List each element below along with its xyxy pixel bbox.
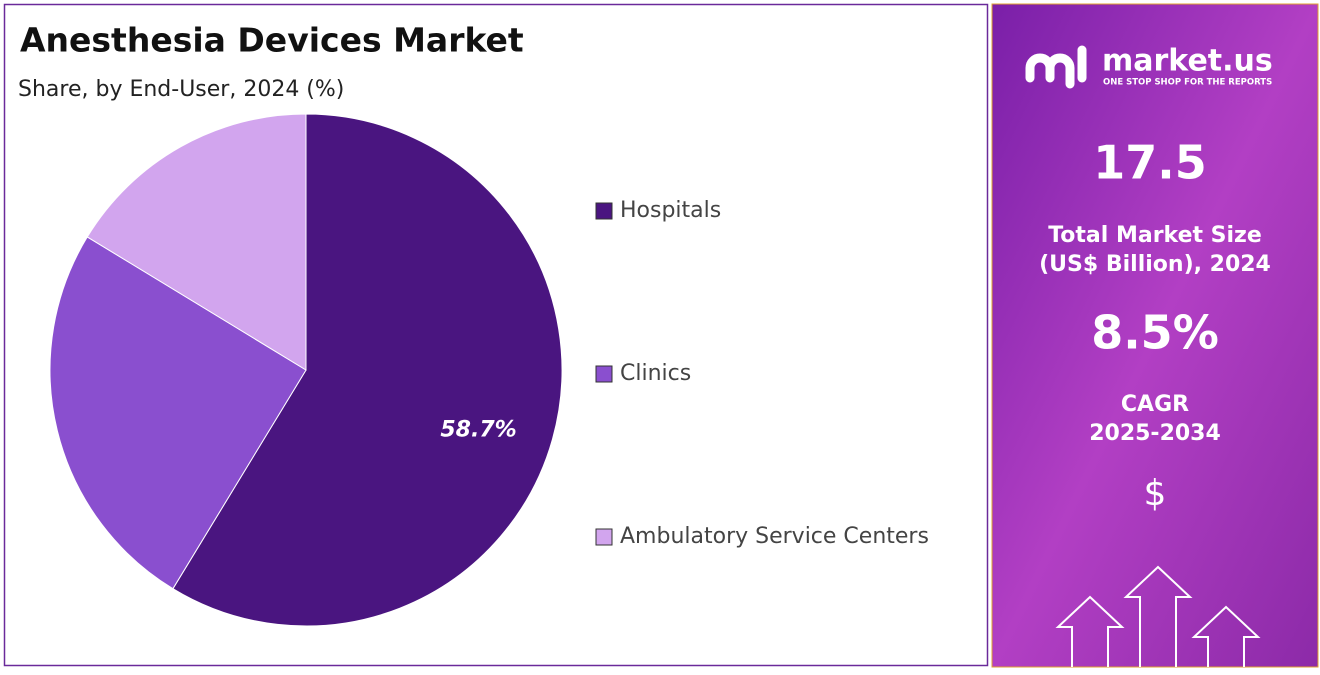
legend-label: Clinics bbox=[620, 361, 691, 386]
market-size-label: (US$ Billion), 2024 bbox=[1039, 252, 1271, 277]
arrows bbox=[1055, 565, 1261, 667]
data-label: 58.7% bbox=[440, 417, 516, 442]
chart-subtitle: Share, by End-User, 2024 (%) bbox=[18, 77, 344, 102]
legend-label: Hospitals bbox=[620, 198, 721, 223]
market-size: 17.5 bbox=[1093, 136, 1207, 190]
pie: 58.7% bbox=[49, 113, 563, 627]
currency: $ bbox=[1144, 473, 1167, 514]
legend-swatch bbox=[595, 202, 613, 220]
cagr: 8.5% bbox=[1091, 306, 1219, 360]
logo-mark bbox=[1025, 45, 1087, 89]
chart-title: Anesthesia Devices Market bbox=[20, 21, 524, 60]
legend-label: Ambulatory Service Centers bbox=[620, 524, 929, 549]
cagr-label: CAGR bbox=[1121, 392, 1189, 417]
legend-swatch bbox=[595, 365, 613, 383]
legend-swatch bbox=[595, 528, 613, 546]
sidebar bbox=[991, 3, 1319, 668]
market-size-label: Total Market Size bbox=[1048, 223, 1262, 248]
cagr-label: 2025-2034 bbox=[1089, 421, 1221, 446]
pie-slice bbox=[49, 236, 307, 590]
brand: market.us bbox=[1102, 44, 1273, 79]
legend: Hospitals Clinics Ambulatory Service Cente… bbox=[595, 198, 929, 549]
tagline: ONE STOP SHOP FOR THE REPORTS bbox=[1103, 78, 1272, 88]
pie-slice bbox=[86, 113, 307, 371]
pie-slice bbox=[172, 113, 563, 627]
